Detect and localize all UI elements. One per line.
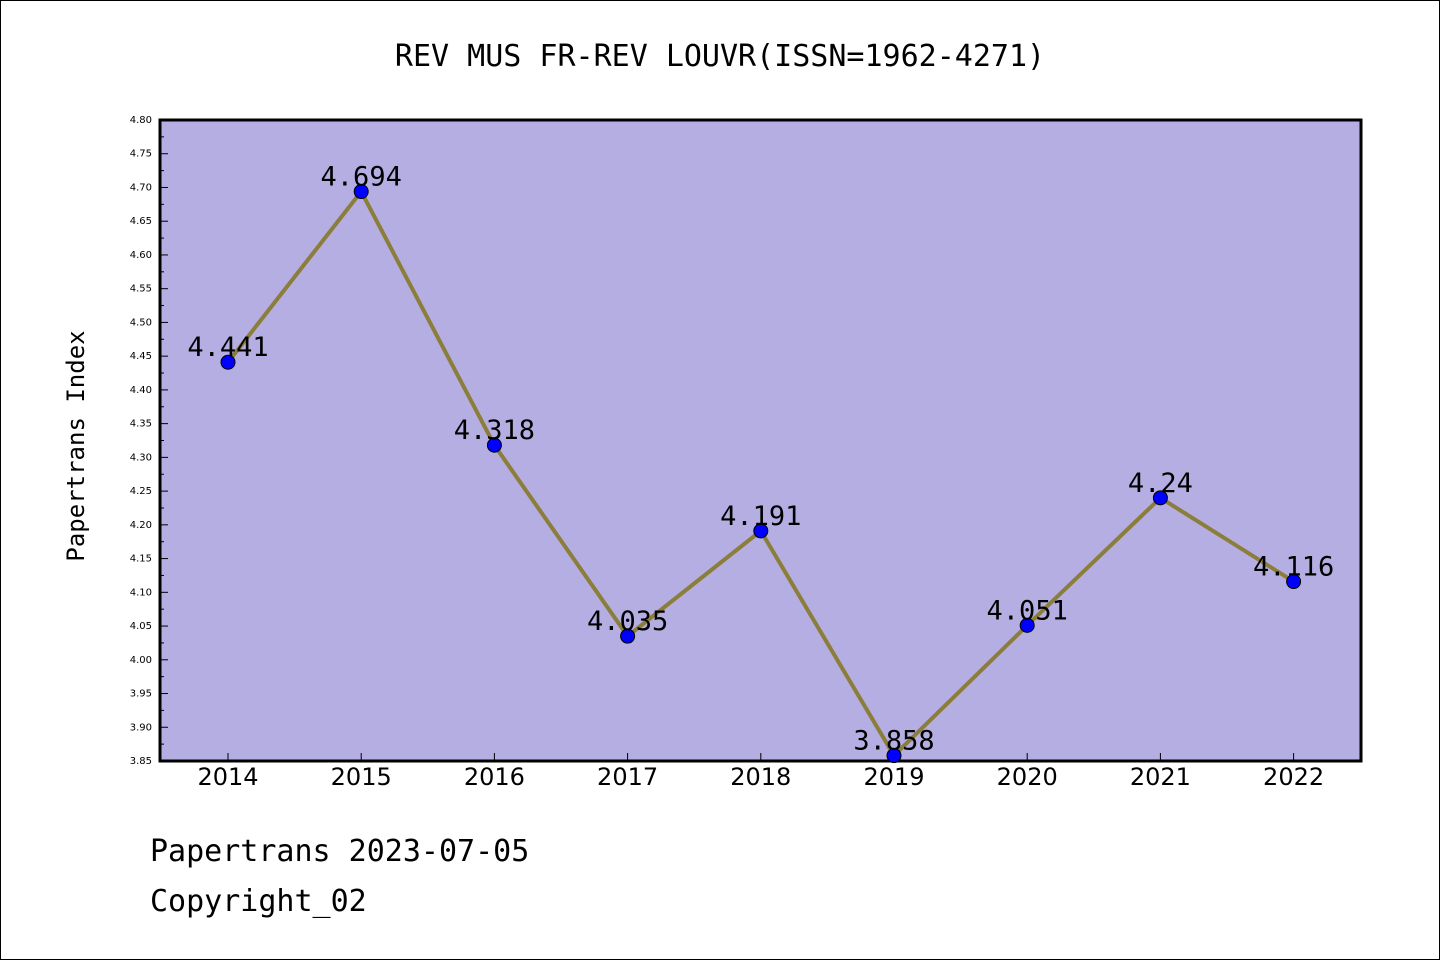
x-tick-label: 2020 [997,763,1058,791]
data-point [353,184,369,200]
x-tick-label: 2015 [331,763,392,791]
footer-date-line: Papertrans 2023-07-05 [150,834,530,869]
data-label: 4.191 [720,501,801,532]
chart-title: REV MUS FR-REV LOUVR(ISSN=1962-4271) [395,39,1045,74]
y-tick-label: 4.40 [130,385,152,396]
data-point [620,628,636,644]
y-tick-label: 3.95 [130,689,152,700]
data-point [1019,617,1035,633]
data-label: 4.116 [1253,552,1334,583]
y-tick-label: 3.90 [130,722,152,733]
y-axis-ticks: 3.85 3.90 3.95 4.00 4.05 4.10 4.15 4.20 4.25 4.30… [130,115,168,767]
y-tick-label: 4.80 [130,115,152,126]
y-axis-label: Papertrans Index [62,330,90,561]
x-tick-label: 2017 [597,763,658,791]
x-tick-label: 2022 [1263,763,1324,791]
data-label: 4.694 [321,162,402,193]
y-tick-label: 4.10 [130,587,152,598]
plot-area [158,118,1363,763]
x-tick-label: 2014 [197,763,258,791]
y-tick-label: 4.45 [130,351,152,362]
data-label: 4.24 [1128,468,1193,499]
data-labels-group: 4.441 4.694 4.318 4.035 4.191 3.858 4.051 4.24 4… [187,162,1334,757]
x-tick-label: 2016 [464,763,525,791]
data-point [1286,574,1302,590]
data-label: 4.035 [587,606,668,637]
x-axis-ticks: 2014 2015 2016 2017 2018 2019 2020 2021 2022 [197,753,1324,791]
y-tick-label: 4.30 [130,452,152,463]
y-tick-label: 4.75 [130,149,152,160]
data-points-group [220,184,1302,764]
x-tick-label: 2018 [730,763,791,791]
footer-copyright-line: Copyright_02 [150,884,367,919]
data-label: 4.051 [987,595,1068,626]
data-label: 3.858 [853,726,934,757]
y-tick-label: 4.20 [130,520,152,531]
y-tick-label: 4.50 [130,317,152,328]
data-point [486,437,502,453]
y-tick-label: 4.05 [130,621,152,632]
data-point [753,523,769,539]
y-tick-label: 4.35 [130,419,152,430]
data-point [220,354,236,370]
y-tick-label: 4.70 [130,182,152,193]
x-tick-label: 2019 [863,763,924,791]
y-tick-label: 4.60 [130,250,152,261]
y-tick-label: 4.55 [130,284,152,295]
data-label: 4.441 [187,332,268,363]
y-tick-label: 4.00 [130,655,152,666]
x-tick-label: 2021 [1130,763,1191,791]
data-point [886,748,902,764]
y-tick-label: 4.25 [130,486,152,497]
data-point [1152,490,1168,506]
y-tick-label: 4.15 [130,554,152,565]
y-tick-label: 4.65 [130,216,152,227]
y-tick-label: 3.85 [130,756,152,767]
data-label: 4.318 [454,415,535,446]
